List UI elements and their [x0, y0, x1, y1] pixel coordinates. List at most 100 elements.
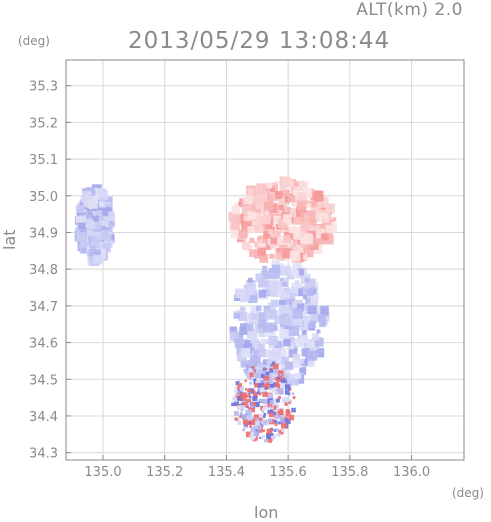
field-cell — [318, 213, 328, 223]
field-cell — [253, 414, 260, 420]
field-cell — [93, 231, 99, 238]
field-cell — [272, 373, 277, 379]
field-cell — [254, 382, 259, 387]
field-cell — [95, 210, 103, 217]
field-cell — [277, 291, 283, 298]
field-cell — [277, 421, 281, 425]
field-cell — [255, 201, 262, 209]
field-cell — [269, 399, 275, 405]
field-cell — [229, 326, 237, 334]
field-cell — [294, 233, 301, 240]
field-cell — [253, 430, 260, 437]
field-cell — [245, 420, 250, 425]
field-cell — [252, 203, 263, 215]
field-cell — [269, 387, 272, 391]
field-cell — [259, 417, 263, 422]
field-cell — [292, 189, 299, 196]
region-north-positive-lobe — [228, 176, 337, 263]
field-cell — [312, 333, 320, 341]
field-cell — [289, 240, 299, 249]
y-tick-label: 34.4 — [29, 410, 58, 425]
field-cell — [314, 352, 319, 358]
field-cell — [245, 426, 248, 429]
field-cell — [255, 273, 264, 282]
field-cell — [108, 221, 115, 227]
field-cell — [264, 210, 270, 216]
field-cell — [277, 370, 284, 377]
field-cell — [100, 229, 112, 241]
field-cell — [259, 369, 265, 376]
y-tick-label: 35.2 — [29, 116, 58, 131]
field-cell — [283, 373, 289, 380]
field-cell — [292, 345, 298, 351]
field-cell — [289, 250, 301, 262]
field-cell — [279, 373, 283, 376]
field-cell — [305, 298, 311, 304]
field-cell — [274, 390, 279, 395]
field-cell — [240, 306, 245, 311]
field-cell — [249, 392, 252, 396]
field-cell — [258, 382, 264, 389]
field-cell — [279, 382, 286, 389]
field-cell — [241, 241, 251, 250]
field-cell — [293, 374, 298, 379]
field-cell — [288, 225, 298, 235]
field-cell — [241, 221, 252, 232]
field-cell — [99, 225, 106, 233]
field-cell — [292, 353, 300, 362]
field-cell — [278, 299, 286, 307]
field-cell — [254, 365, 258, 369]
field-cell — [244, 413, 249, 418]
field-cell — [236, 405, 242, 410]
field-cell — [265, 245, 271, 250]
field-cell — [273, 433, 278, 438]
field-cell — [285, 361, 294, 370]
field-cell — [266, 371, 273, 378]
field-cell — [294, 247, 300, 253]
field-cell — [287, 380, 293, 385]
field-cell — [285, 410, 291, 416]
field-cell — [265, 371, 270, 376]
field-cell — [257, 348, 267, 358]
field-cell — [258, 392, 262, 396]
field-cell — [262, 404, 268, 410]
field-cell — [269, 253, 275, 259]
field-cell — [274, 423, 278, 427]
field-cell — [282, 315, 293, 326]
field-cell — [269, 409, 274, 413]
field-cell — [82, 232, 90, 240]
field-cell — [288, 349, 298, 358]
field-cell — [275, 377, 280, 381]
field-cell — [255, 438, 258, 441]
field-cell — [301, 222, 310, 232]
field-cell — [260, 251, 266, 256]
field-cell — [298, 180, 308, 190]
field-cell — [279, 341, 285, 347]
field-cell — [237, 391, 243, 396]
field-cell — [263, 230, 272, 239]
field-cell — [248, 388, 255, 394]
field-cell — [247, 211, 256, 220]
field-cell — [293, 359, 303, 369]
field-cell — [230, 228, 240, 238]
field-cell — [293, 214, 304, 225]
field-cell — [260, 338, 266, 344]
field-cell — [235, 394, 239, 398]
field-cell — [249, 237, 255, 243]
x-tick-label: 135.8 — [331, 465, 368, 480]
field-cell — [275, 428, 279, 432]
field-cell — [262, 391, 268, 398]
field-cell — [255, 429, 259, 433]
field-cell — [278, 409, 284, 415]
field-cell — [278, 348, 287, 357]
field-cell — [247, 188, 255, 196]
field-cell — [234, 417, 238, 421]
field-cell — [258, 414, 263, 418]
field-cell — [268, 267, 280, 279]
y-tick-label: 34.7 — [29, 300, 58, 315]
field-cell — [281, 414, 285, 418]
y-tick-label: 34.6 — [29, 337, 58, 352]
field-cell — [274, 382, 280, 388]
field-cell — [276, 358, 284, 366]
field-cell — [278, 304, 290, 316]
